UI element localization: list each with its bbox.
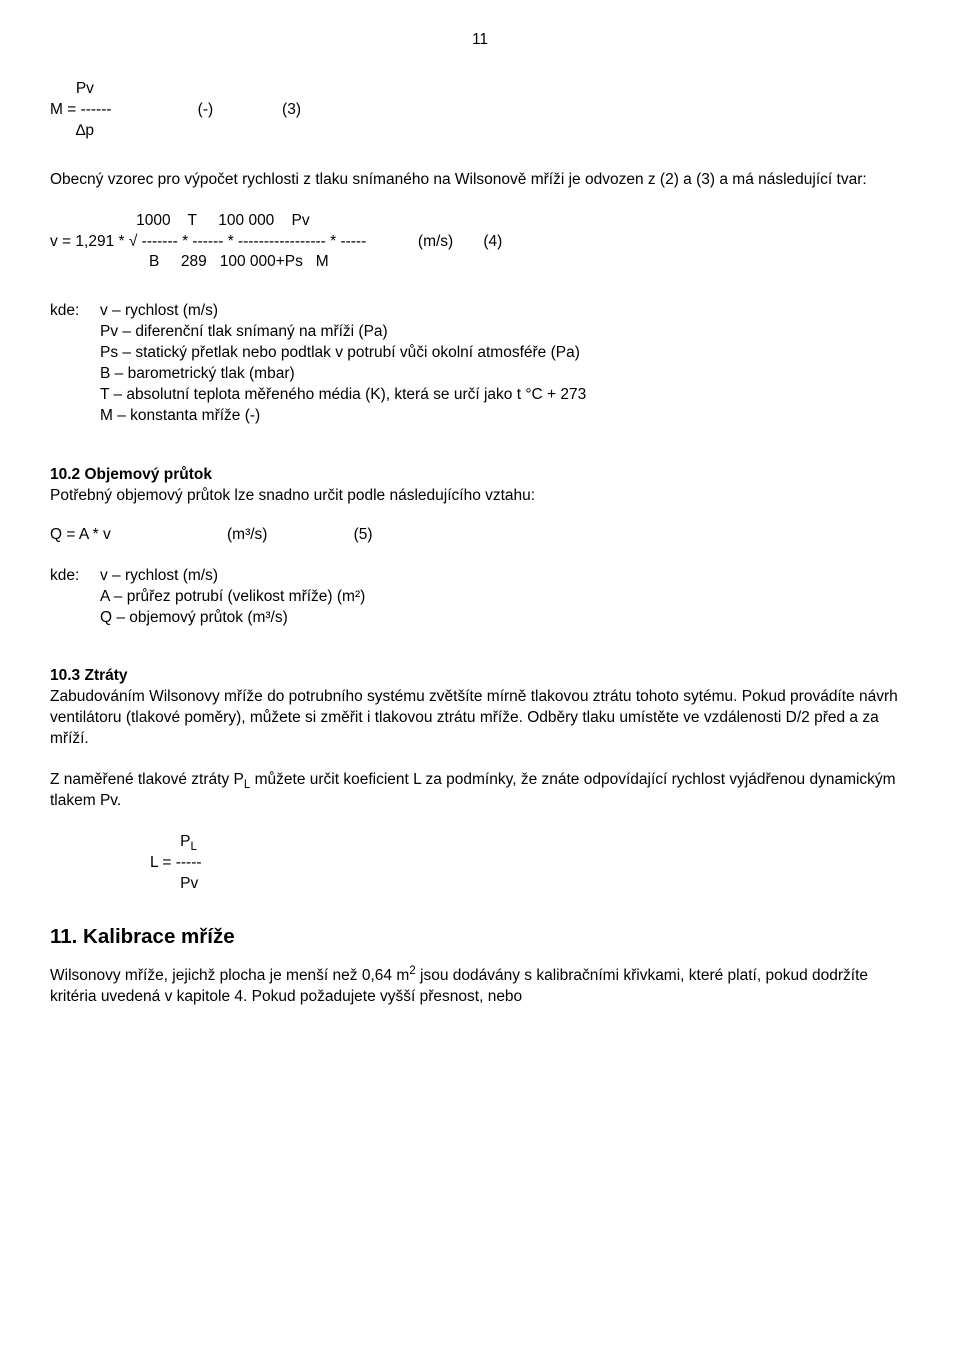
equation-L: PL L = ----- Pv [150, 832, 910, 895]
where-block-2: kde: v – rychlost (m/s) A – průřez potru… [50, 566, 910, 629]
para-10-3-b: Z naměřené tlakové ztráty PL můžete urči… [50, 770, 910, 812]
eq3-line3: ∆p [50, 122, 94, 139]
equation-5: Q = A * v (m³/s) (5) [50, 525, 910, 546]
where-line: A – průřez potrubí (velikost mříže) (m²) [100, 587, 365, 608]
para-10-2: Potřebný objemový průtok lze snadno urči… [50, 486, 910, 507]
eqL-line2: L = ----- [150, 854, 202, 871]
eqL-line1: P [150, 833, 190, 850]
where-line: Ps – statický přetlak nebo podtlak v pot… [100, 343, 580, 364]
where-line: v – rychlost (m/s) [100, 301, 218, 322]
text-frag: Z naměřené tlakové ztráty P [50, 771, 244, 788]
where-line: v – rychlost (m/s) [100, 566, 218, 587]
page-number: 11 [50, 30, 910, 51]
eq4-line2: v = 1,291 * √ ------- * ------ * -------… [50, 233, 502, 250]
section-10-2: 10.2 Objemový průtok Potřebný objemový p… [50, 465, 910, 507]
equation-3: Pv M = ------ (-) (3) ∆p [50, 79, 910, 142]
where-block-1: kde: v – rychlost (m/s) Pv – diferenční … [50, 301, 910, 427]
para-10-3-a: Zabudováním Wilsonovy mříže do potrubníh… [50, 687, 910, 750]
heading-10-2: 10.2 Objemový průtok [50, 465, 910, 486]
where-line: B – barometrický tlak (mbar) [100, 364, 295, 385]
where-line: T – absolutní teplota měřeného média (K)… [100, 385, 586, 406]
eqL-line3: Pv [150, 875, 198, 892]
eq4-line3: B 289 100 000+Ps M [50, 253, 329, 270]
where-label: kde: [50, 301, 100, 322]
where-label: kde: [50, 566, 100, 587]
where-line: Pv – diferenční tlak snímaný na mříži (P… [100, 322, 388, 343]
eq4-line1: 1000 T 100 000 Pv [50, 212, 310, 229]
heading-11: 11. Kalibrace mříže [50, 923, 910, 951]
eq3-line2: M = ------ (-) (3) [50, 101, 301, 118]
where-line: M – konstanta mříže (-) [100, 406, 260, 427]
heading-10-3: 10.3 Ztráty [50, 666, 910, 687]
where-line: Q – objemový průtok (m³/s) [100, 608, 288, 629]
equation-4: 1000 T 100 000 Pv v = 1,291 * √ ------- … [50, 211, 910, 274]
para-11: Wilsonovy mříže, jejichž plocha je menší… [50, 966, 910, 1008]
eq3-line1: Pv [50, 80, 94, 97]
subscript: L [190, 840, 196, 853]
section-10-3: 10.3 Ztráty Zabudováním Wilsonovy mříže … [50, 666, 910, 894]
text-frag: Wilsonovy mříže, jejichž plocha je menší… [50, 967, 409, 984]
paragraph-general-formula: Obecný vzorec pro výpočet rychlosti z tl… [50, 170, 910, 191]
